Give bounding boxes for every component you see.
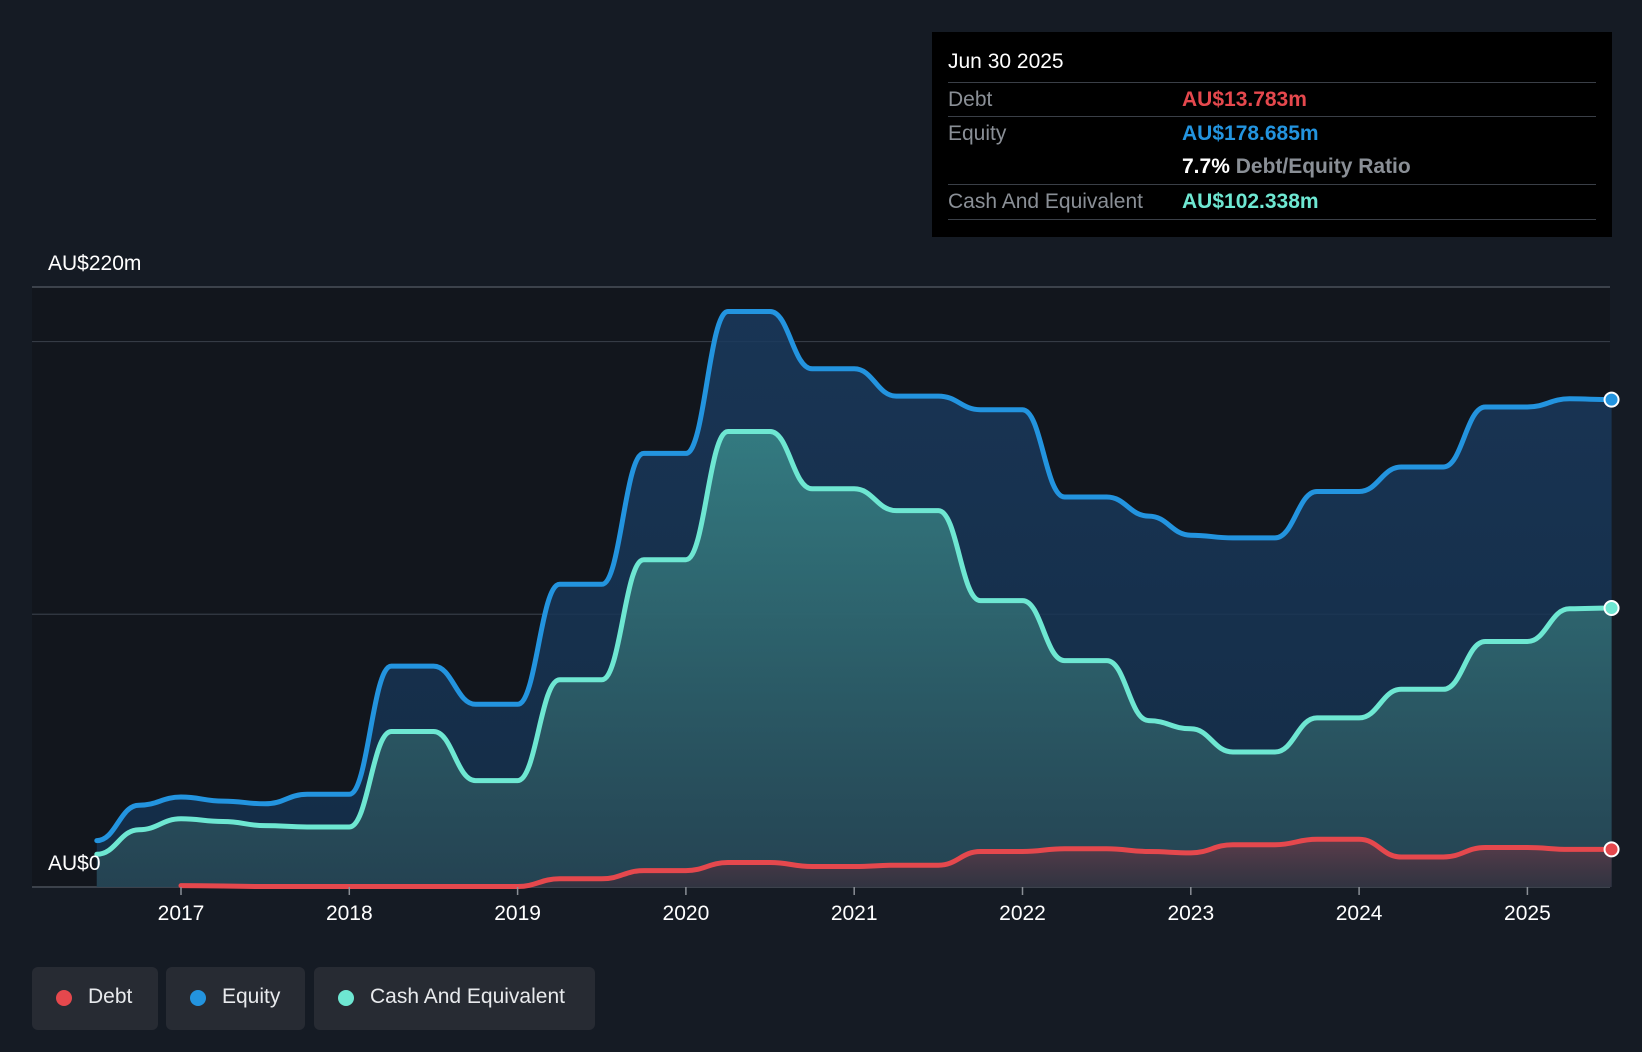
- x-tick-label-2017: 2017: [158, 902, 205, 925]
- hover-tooltip: Jun 30 2025 Debt AU$13.783m Equity AU$17…: [932, 32, 1612, 237]
- y-axis-bottom-label: AU$0: [48, 852, 101, 875]
- legend-label-cash: Cash And Equivalent: [370, 985, 565, 1008]
- area-cash: [96, 431, 1612, 887]
- legend-item-cash[interactable]: Cash And Equivalent: [314, 967, 595, 1030]
- x-tick-label-2020: 2020: [663, 902, 710, 925]
- endpoint-debt: [1603, 841, 1620, 858]
- tooltip-row-equity: Equity AU$178.685m: [948, 116, 1596, 151]
- line-debt: [178, 836, 1615, 890]
- tooltip-debt-label: Debt: [948, 88, 993, 111]
- tooltip-ratio-label: Debt/Equity Ratio: [1235, 155, 1411, 178]
- x-tick-label-2021: 2021: [831, 902, 878, 925]
- tooltip-ratio: 7.7% Debt/Equity Ratio: [1182, 155, 1411, 179]
- endpoint-equity: [1603, 391, 1620, 408]
- tooltip-row-ratio: 7.7% Debt/Equity Ratio: [948, 150, 1596, 184]
- endpoint-cash: [1603, 600, 1620, 616]
- tooltip-debt-value: AU$13.783m: [1182, 88, 1307, 111]
- tooltip-equity-label: Equity: [948, 122, 1007, 145]
- x-tick-label-2022: 2022: [999, 902, 1046, 925]
- legend-dot-debt: [56, 990, 72, 1006]
- y-axis-top-label: AU$220m: [48, 252, 141, 275]
- tooltip-cash-value: AU$102.338m: [1182, 190, 1319, 213]
- legend-item-equity[interactable]: Equity: [166, 967, 305, 1030]
- tooltip-cash-label: Cash And Equivalent: [948, 190, 1143, 213]
- legend-item-debt[interactable]: Debt: [32, 967, 158, 1030]
- x-tick-label-2025: 2025: [1504, 902, 1551, 925]
- legend-dot-equity: [190, 990, 206, 1006]
- x-tick-label-2019: 2019: [494, 902, 541, 925]
- line-equity: [94, 309, 1615, 844]
- tooltip-ratio-value: 7.7%: [1182, 155, 1230, 178]
- legend-label-equity: Equity: [222, 985, 281, 1008]
- legend-dot-cash: [338, 990, 354, 1006]
- tooltip-date: Jun 30 2025: [948, 50, 1064, 73]
- tooltip-row-debt: Debt AU$13.783m: [948, 82, 1596, 117]
- area-debt: [181, 839, 1612, 887]
- x-tick-label-2018: 2018: [326, 902, 373, 925]
- legend-label-debt: Debt: [88, 985, 133, 1008]
- x-tick-label-2023: 2023: [1167, 902, 1214, 925]
- line-cash: [94, 429, 1615, 857]
- tooltip-equity-value: AU$178.685m: [1182, 122, 1319, 145]
- tooltip-row-cash: Cash And Equivalent AU$102.338m: [948, 184, 1596, 220]
- x-tick-label-2024: 2024: [1336, 902, 1383, 925]
